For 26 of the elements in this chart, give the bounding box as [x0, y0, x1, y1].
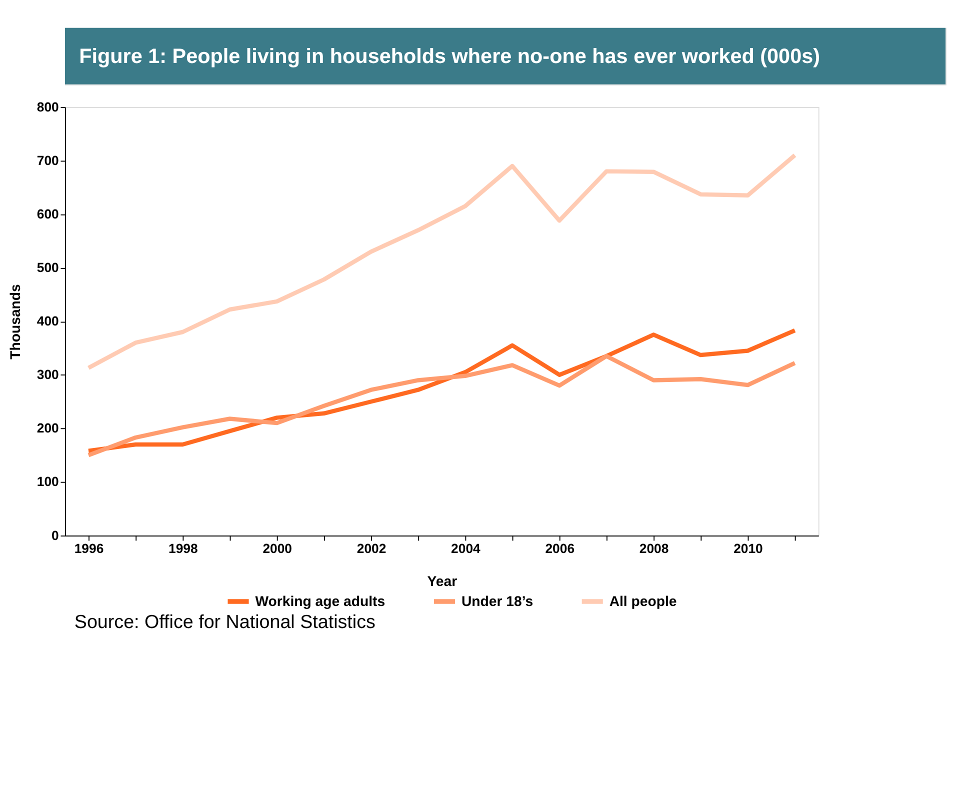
y-tick-label: 200: [36, 420, 59, 436]
y-tick-label: 100: [36, 474, 59, 490]
x-axis-title: Year: [427, 572, 458, 589]
line-series: [86, 354, 797, 458]
x-tick-label: 1998: [168, 540, 198, 556]
x-tick-label: 2008: [639, 540, 669, 556]
x-tick-label: 1996: [74, 540, 104, 556]
chart-title: Figure 1: People living in households where no-one has ever worked (000s): [79, 44, 820, 68]
y-tick-label: 800: [36, 99, 59, 114]
x-tick-label: 2000: [262, 540, 292, 556]
y-tick-label: 400: [36, 314, 59, 329]
y-axis-title: Thousands: [6, 284, 23, 360]
y-tick-label: 0: [52, 528, 59, 543]
legend-label: All people: [609, 593, 677, 610]
y-tick-label: 600: [36, 206, 59, 222]
x-tick-label: 2002: [356, 540, 386, 556]
legend-label: Working age adults: [255, 593, 386, 610]
y-tick-label: 500: [36, 260, 59, 275]
x-tick-label: 2004: [451, 540, 482, 556]
legend-label: Under 18’s: [461, 593, 534, 610]
line-series: [86, 153, 797, 370]
x-tick-label: 2010: [734, 540, 763, 556]
y-tick-label: 300: [36, 367, 59, 382]
source-note: Source: Office for National Statistics: [74, 610, 376, 632]
y-tick-label: 700: [36, 152, 59, 168]
x-tick-label: 2006: [545, 540, 575, 556]
